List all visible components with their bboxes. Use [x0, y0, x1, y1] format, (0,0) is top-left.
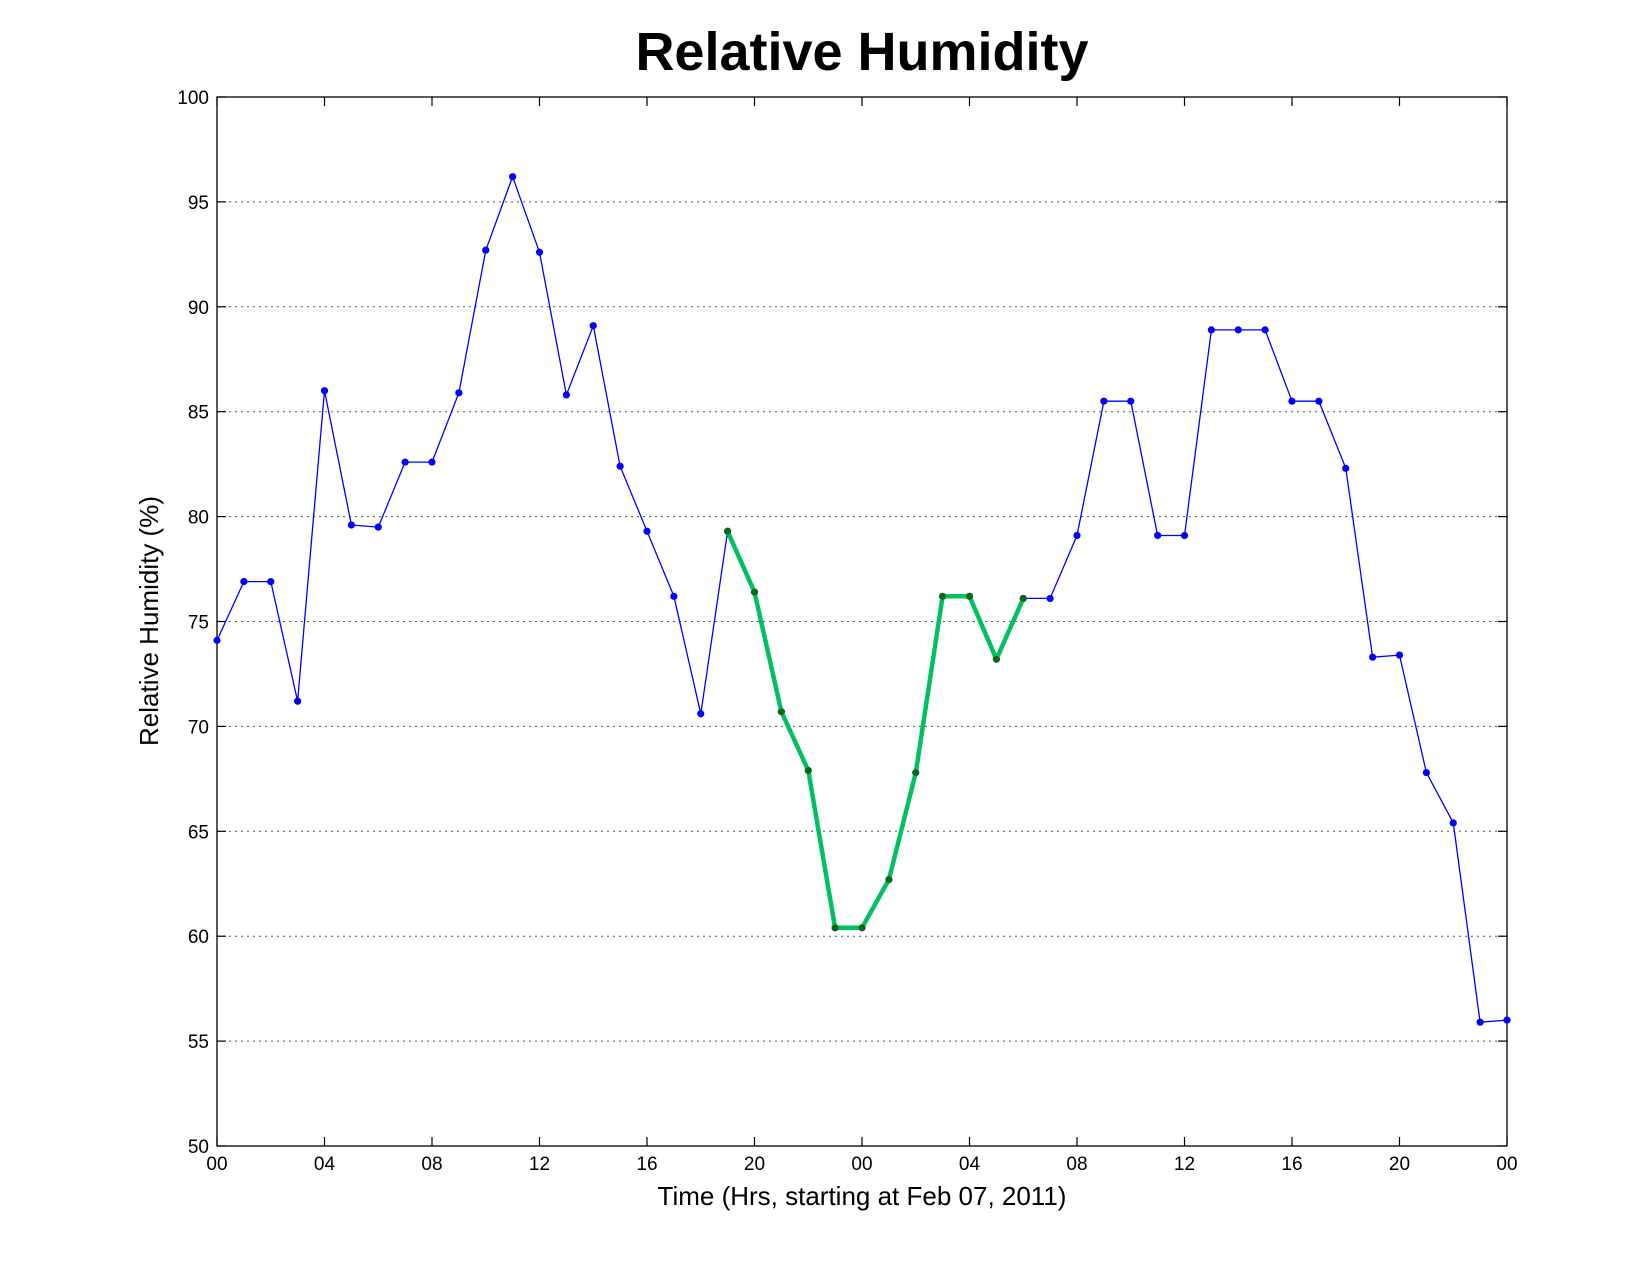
data-point	[616, 462, 624, 470]
y-tick-label: 50	[188, 1137, 209, 1158]
data-point	[1073, 531, 1081, 540]
data-point	[1315, 397, 1323, 405]
x-tick-labels: 00 04 08 12 16 20 00 04 08 12 16 20 00	[206, 1154, 1517, 1175]
y-tick-label: 55	[188, 1032, 209, 1053]
data-point	[1476, 1018, 1484, 1026]
data-point	[401, 458, 409, 466]
y-tick-labels: 50 55 60 65 70 75 80 85 90 95 100	[177, 88, 209, 1158]
gridlines	[217, 201, 1507, 1042]
data-point	[1019, 595, 1027, 602]
data-series	[213, 173, 1511, 1026]
data-point	[1369, 653, 1377, 661]
x-tick-label: 16	[1281, 1154, 1302, 1175]
data-point	[1046, 594, 1054, 603]
data-point	[1422, 768, 1430, 777]
data-point	[509, 173, 517, 181]
series-line	[725, 529, 1026, 931]
data-point	[992, 655, 1000, 663]
data-point	[697, 710, 705, 718]
x-tick-label: 08	[1066, 1154, 1087, 1175]
data-point	[912, 769, 920, 776]
data-point	[1342, 464, 1350, 472]
axis-ticks	[216, 96, 1508, 1147]
data-point	[213, 636, 221, 644]
data-point	[1234, 326, 1242, 334]
data-point	[1207, 326, 1215, 334]
y-tick-label: 80	[188, 508, 209, 529]
data-point	[966, 592, 973, 600]
y-axis-label: Relative Humidity (%)	[134, 496, 164, 746]
x-tick-label: 12	[529, 1154, 550, 1175]
data-point	[347, 521, 355, 529]
data-point	[240, 578, 248, 586]
x-tick-label: 16	[636, 1154, 657, 1175]
data-point	[455, 389, 463, 397]
data-point	[777, 708, 785, 716]
data-point	[1100, 397, 1108, 405]
data-point	[1395, 651, 1404, 659]
data-point	[1127, 397, 1135, 405]
y-tick-label: 85	[188, 403, 209, 424]
data-point	[670, 592, 678, 600]
data-point	[1180, 531, 1189, 540]
data-point	[589, 322, 597, 330]
x-tick-label: 20	[1389, 1154, 1410, 1175]
data-point	[267, 578, 275, 586]
data-point	[885, 876, 893, 883]
y-tick-label: 70	[188, 717, 209, 738]
data-point	[1154, 531, 1162, 540]
x-tick-label: 08	[421, 1154, 442, 1175]
x-tick-label: 04	[959, 1154, 981, 1175]
x-axis-label: Time (Hrs, starting at Feb 07, 2011)	[658, 1181, 1067, 1211]
y-tick-label: 95	[188, 193, 209, 214]
x-tick-label: 00	[851, 1154, 872, 1175]
x-tick-label: 20	[744, 1154, 765, 1175]
series-line	[216, 176, 1508, 1023]
x-tick-label: 00	[206, 1154, 227, 1175]
data-point	[562, 391, 570, 399]
x-tick-label: 12	[1174, 1154, 1195, 1175]
data-point	[374, 523, 382, 531]
data-point	[428, 458, 436, 466]
y-tick-label: 90	[188, 298, 209, 319]
y-tick-label: 75	[188, 613, 209, 634]
data-point	[1449, 819, 1457, 827]
x-tick-label: 04	[314, 1154, 336, 1175]
data-point	[751, 588, 758, 596]
x-tick-label: 00	[1496, 1154, 1517, 1175]
data-point	[294, 697, 302, 705]
data-point	[320, 387, 329, 395]
data-point	[1288, 397, 1296, 405]
y-tick-label: 60	[188, 927, 209, 948]
chart-title: Relative Humidity	[635, 22, 1088, 82]
y-tick-label: 100	[177, 88, 209, 109]
data-point	[831, 924, 839, 932]
data-point	[804, 767, 812, 774]
data-point	[535, 248, 544, 256]
data-point	[1261, 326, 1269, 334]
data-point	[939, 592, 947, 600]
y-tick-label: 65	[188, 822, 209, 843]
data-point	[482, 246, 490, 254]
data-point	[724, 527, 732, 535]
data-point	[643, 527, 651, 535]
data-point	[858, 924, 866, 932]
data-point	[1503, 1016, 1511, 1024]
